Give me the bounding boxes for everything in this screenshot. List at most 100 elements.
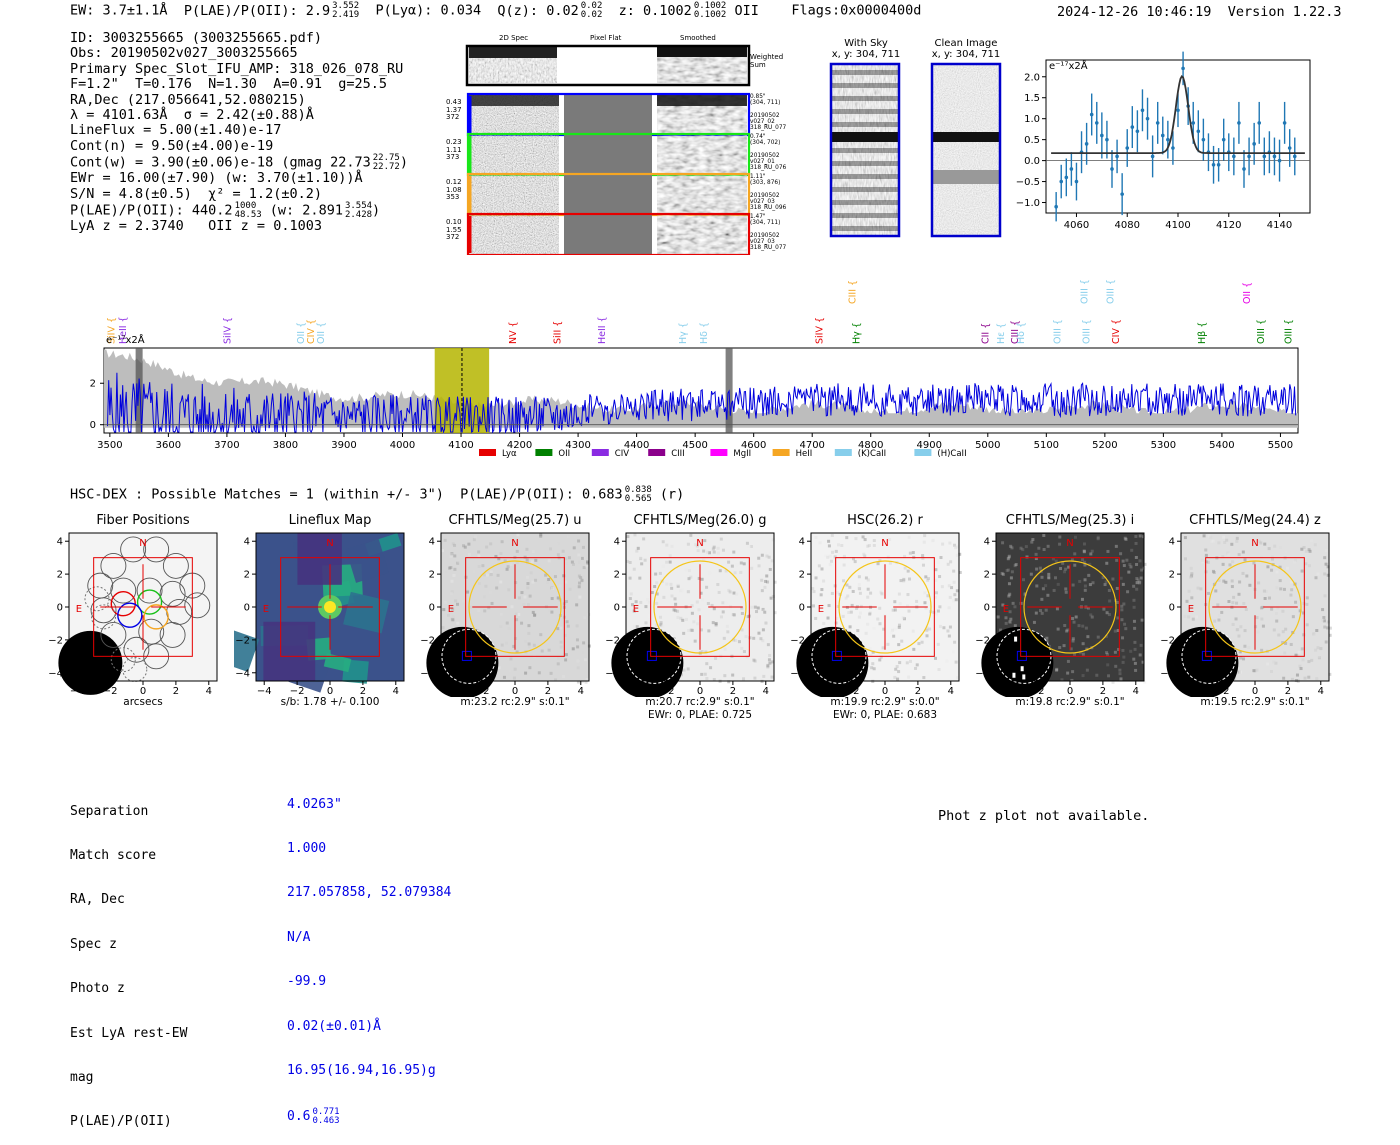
panel-xtick-label: 4 bbox=[393, 686, 399, 697]
panel-ytick-label: 4 bbox=[429, 537, 435, 548]
aperture-dashed bbox=[811, 628, 867, 684]
weighted-dark-band bbox=[469, 47, 557, 58]
panel-ytick-label: −4 bbox=[975, 668, 990, 679]
panel-ytick-label: −4 bbox=[420, 668, 435, 679]
fiber-highlight bbox=[143, 604, 169, 630]
info-contw: Cont(w) = 3.90(±0.06)e-18 (gmag 22.73 22.… bbox=[70, 153, 408, 172]
line-fit-point bbox=[1237, 121, 1241, 125]
full-spectrum-unit: e⁻¹⁷x2Å bbox=[106, 335, 145, 346]
info-primary: Primary Spec_Slot_IFU_AMP: 318_026_078_R… bbox=[70, 60, 404, 77]
panel-xtick-label: −4 bbox=[997, 686, 1012, 697]
header-timestamp: 2024-12-26 10:46:19 Version 1.22.3 bbox=[1057, 4, 1342, 20]
row-pixel-flat bbox=[564, 175, 652, 214]
spectral-line-marker: CIV { bbox=[306, 319, 317, 344]
panel-xtick-label: 0 bbox=[882, 686, 888, 697]
north-label: N bbox=[511, 538, 518, 549]
fiber-circles bbox=[84, 536, 211, 682]
search-box bbox=[650, 557, 750, 657]
panel-xtick-label: −4 bbox=[812, 686, 827, 697]
line-fit-xtick-label: 4100 bbox=[1165, 220, 1190, 231]
panel-ytick-label: 0 bbox=[244, 603, 250, 614]
full-spectrum-xtick-label: 4100 bbox=[448, 440, 473, 451]
aperture-dashed bbox=[441, 628, 497, 684]
panel-title: HSC(26.2) r bbox=[847, 513, 923, 528]
row-2d-spec bbox=[469, 135, 559, 174]
search-circle bbox=[653, 560, 747, 654]
line-fit-point bbox=[1130, 125, 1135, 129]
legend-swatch bbox=[914, 449, 932, 456]
legend-label: CIV bbox=[615, 449, 629, 459]
spectral-line-marker: HeII { bbox=[597, 316, 608, 344]
panel-title: Lineflux Map bbox=[288, 513, 372, 528]
panel-ytick-label: 0 bbox=[57, 603, 63, 614]
line-fit-plot: 4060 4080 4100 4120 4140 2.0 1.5 1.0 0.5 0.0 −0.5 −… bbox=[1016, 51, 1311, 231]
with-sky-frame bbox=[829, 62, 901, 238]
line-fit-xtick-label: 4060 bbox=[1064, 220, 1089, 231]
value-spec-z: N/A bbox=[287, 929, 311, 945]
col-header-pixel-flat: Pixel Flat bbox=[590, 34, 622, 42]
panel-xtick-label: 2 bbox=[730, 686, 736, 697]
spectral-line-marker: SiIV { bbox=[815, 317, 826, 344]
line-fit-point bbox=[1074, 179, 1079, 184]
info-plae: P(LAE)/P(OII): 440.2 1000 48.53 (w: 2.891 3… bbox=[70, 201, 381, 220]
header-plya: P(Lyα): 0.034 bbox=[375, 2, 482, 19]
full-spectrum-xtick-label: 5100 bbox=[1034, 440, 1059, 451]
value-mag: 16.95(16.94,16.95)g bbox=[287, 1062, 436, 1078]
panel-xtick-label: 2 bbox=[545, 686, 551, 697]
line-fit-point bbox=[1105, 137, 1109, 142]
spectral-line-marker: Hγ { bbox=[852, 322, 863, 344]
north-label: N bbox=[881, 538, 888, 549]
line-fit-ytick-label: 0.5 bbox=[1024, 135, 1040, 146]
legend-label: MgII bbox=[733, 449, 751, 459]
panel-xtick-label: 4 bbox=[763, 686, 769, 697]
value-separation: 4.0263" bbox=[287, 796, 342, 812]
with-sky-title: With Sky x, y: 304, 711 bbox=[831, 38, 901, 60]
col-header-smoothed: Smoothed bbox=[680, 34, 716, 42]
legend-swatch bbox=[834, 449, 852, 456]
panel-title: Fiber Positions bbox=[96, 513, 190, 528]
panel-xtick-label: −2 bbox=[1215, 686, 1230, 697]
line-fit-point bbox=[1277, 158, 1282, 163]
panel-caption: m:20.7 rc:2.9" s:0.1" bbox=[645, 696, 755, 708]
search-box bbox=[280, 557, 380, 657]
value-ra-dec: 217.057858, 52.079384 bbox=[287, 885, 452, 901]
search-box bbox=[1020, 557, 1120, 657]
panel-ytick-label: −2 bbox=[420, 635, 435, 646]
row-pixel-flat bbox=[564, 135, 652, 174]
row-smoothed bbox=[657, 175, 747, 214]
panel-ytick-label: −4 bbox=[1160, 668, 1175, 679]
full-spectrum-ytick-label: 2 bbox=[90, 379, 96, 390]
clean-image-frame bbox=[930, 62, 1002, 238]
imaging-panel: N E −4 −2 0 2 4 bbox=[420, 532, 591, 697]
info-obs: Obs: 20190502v027_3003255665 bbox=[70, 45, 298, 62]
panel-ytick-label: 2 bbox=[1169, 570, 1175, 581]
search-circle bbox=[838, 560, 932, 654]
spectral-line-marker: SiII { bbox=[553, 321, 564, 344]
search-box bbox=[835, 557, 935, 657]
row-left-label: 0.12 1.08 353 bbox=[446, 178, 462, 202]
spectral-line-marker: OII { bbox=[296, 322, 307, 344]
panel-xtick-label: 2 bbox=[173, 686, 179, 697]
row-2d-spec bbox=[469, 175, 559, 214]
panel-xtick-label: 4 bbox=[948, 686, 954, 697]
panel-xtick-label: 4 bbox=[1133, 686, 1139, 697]
line-fit-point bbox=[1211, 162, 1216, 167]
info-lineflux: LineFlux = 5.00(±1.40)e-17 bbox=[70, 122, 282, 139]
spectral-line-marker: CIII { bbox=[848, 280, 859, 304]
panel-ytick-label: 2 bbox=[57, 570, 63, 581]
line-fit-axes bbox=[1045, 59, 1311, 214]
panel-ytick-label: 4 bbox=[984, 537, 990, 548]
cutout-grid bbox=[465, 44, 751, 255]
line-fit-unit: e⁻¹⁷x2Å bbox=[1049, 61, 1088, 72]
weighted-row-frame bbox=[465, 44, 751, 87]
legend-swatch bbox=[591, 449, 609, 456]
east-label: E bbox=[818, 604, 824, 615]
full-spectrum-xtick-label: 4700 bbox=[799, 440, 824, 451]
photz-message: Phot z plot not available. bbox=[938, 808, 1150, 824]
line-fit-point bbox=[1287, 146, 1292, 150]
panel-title: CFHTLS/Meg(25.3) i bbox=[1005, 513, 1135, 528]
panel-title: CFHTLS/Meg(25.7) u bbox=[448, 513, 582, 528]
legend-swatch bbox=[648, 449, 666, 456]
line-fit-xtick-label: 4120 bbox=[1216, 220, 1241, 231]
panel-xtick-label: −2 bbox=[475, 686, 490, 697]
